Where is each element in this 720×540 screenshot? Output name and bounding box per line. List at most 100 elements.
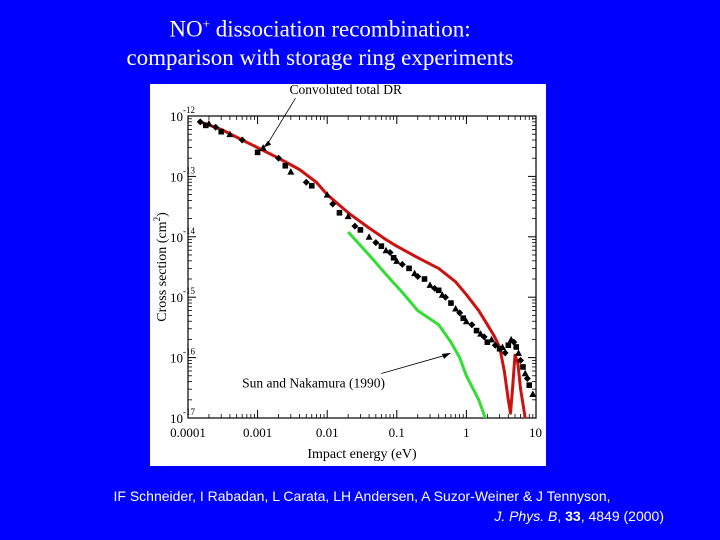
y-axis-label-sup: 2 [152, 217, 162, 222]
x-axis-label: Impact energy (eV) [307, 447, 417, 462]
data-point [456, 309, 464, 317]
data-point [323, 191, 331, 198]
y-tick-base: 10 [170, 169, 183, 184]
y-tick-base: 10 [170, 290, 183, 305]
x-tick-label: 0.01 [316, 425, 339, 440]
data-point [421, 276, 428, 282]
data-point [393, 257, 401, 264]
data-point [448, 300, 454, 306]
annotation-sun-nakamura: Sun and Nakamura (1990) [242, 375, 385, 390]
x-tick-label: 10 [529, 425, 542, 440]
y-tick-exponent: -12 [183, 105, 195, 115]
data-point [238, 136, 246, 144]
data-point [302, 178, 310, 186]
data-point [212, 123, 220, 131]
plot-frame [187, 115, 537, 419]
data-point [386, 248, 394, 256]
data-point [517, 356, 525, 364]
y-tick-exponent: -13 [183, 165, 195, 175]
data-point [514, 349, 522, 356]
data-point [452, 305, 460, 312]
x-tick-label: 0.001 [243, 425, 272, 440]
data-point [426, 281, 434, 288]
title-rest: dissociation recombination: [209, 16, 471, 42]
data-point [496, 345, 503, 352]
y-tick-exponent: -16 [183, 347, 195, 357]
data-point [357, 227, 364, 233]
x-tick-label: 0.0001 [170, 425, 206, 440]
data-point [336, 209, 343, 216]
citation-journal: J. Phys. B [494, 508, 558, 524]
data-point [406, 265, 412, 272]
citation-authors: IF Schneider, I Rabadan, L Carata, LH An… [113, 488, 611, 504]
data-point [462, 317, 470, 325]
data-point [480, 333, 488, 341]
data-point [435, 287, 442, 294]
y-axis-label: Cross section (cm2) [152, 212, 170, 322]
citation-volume: 33 [565, 508, 581, 524]
citation-reference: J. Phys. B, 33, 4849 (2000) [60, 506, 664, 526]
y-tick-base: 10 [170, 109, 183, 124]
data-point [344, 212, 352, 220]
data-point [202, 122, 209, 129]
data-point [473, 327, 480, 334]
annotation-convoluted: Convoluted total DR [290, 84, 403, 97]
y-axis-label-main: Cross section (cm [155, 221, 170, 321]
series-line-0 [199, 120, 527, 418]
data-point [501, 349, 509, 357]
data-point [378, 243, 385, 249]
citation: IF Schneider, I Rabadan, L Carata, LH An… [60, 486, 664, 526]
cross-section-chart: 0.0001 0.001 0.01 0.1 1 1010-1210-1310-1410-1… [152, 84, 542, 462]
y-tick-exponent: -17 [183, 407, 195, 417]
citation-rest: , 4849 (2000) [580, 508, 664, 524]
data-point [390, 254, 397, 261]
data-point [526, 382, 533, 388]
data-point [520, 364, 526, 370]
y-tick-base: 10 [170, 230, 183, 245]
title-prefix: NO [169, 16, 203, 42]
data-point [521, 369, 529, 377]
data-point [218, 128, 225, 135]
data-point [477, 330, 485, 337]
annotation-arrowhead-sun-nakamura [441, 352, 451, 359]
y-tick-label: 10-16 [170, 347, 195, 366]
data-point [372, 239, 380, 247]
data-point [510, 338, 518, 346]
annotation-arrow-sun-nakamura [381, 354, 448, 374]
data-point [308, 182, 315, 189]
data-point [529, 390, 536, 397]
title-superscript: + [202, 16, 210, 31]
data-point [505, 342, 512, 349]
data-point [365, 233, 373, 240]
y-tick-label: 10-13 [170, 165, 195, 184]
series-line-1 [347, 230, 487, 418]
y-tick-exponent: -15 [183, 286, 195, 296]
data-point [226, 130, 234, 138]
data-point [468, 321, 476, 329]
data-point [329, 200, 337, 208]
y-tick-label: 10-12 [170, 105, 195, 124]
data-point [441, 293, 449, 301]
y-tick-exponent: -14 [183, 226, 195, 236]
y-tick-base: 10 [170, 351, 183, 366]
annotation-arrow-convoluted [266, 97, 296, 145]
data-point [498, 343, 506, 350]
title-line-2: comparison with storage ring experiments [126, 44, 514, 70]
data-point [196, 118, 204, 126]
data-point [460, 315, 467, 321]
data-point [523, 375, 531, 383]
data-point [287, 168, 295, 175]
x-tick-label: 0.1 [389, 425, 405, 440]
y-tick-base: 10 [170, 411, 183, 426]
data-point [414, 273, 422, 281]
y-tick-label: 10-14 [170, 226, 195, 245]
data-point [484, 339, 491, 345]
data-point [351, 222, 359, 230]
data-point [259, 144, 267, 151]
x-tick-label: 1 [463, 425, 470, 440]
citation-sep: , [557, 508, 566, 524]
y-tick-label: 10-17 [170, 407, 195, 426]
data-point [254, 149, 261, 156]
data-point [205, 120, 213, 127]
data-point [282, 162, 289, 169]
